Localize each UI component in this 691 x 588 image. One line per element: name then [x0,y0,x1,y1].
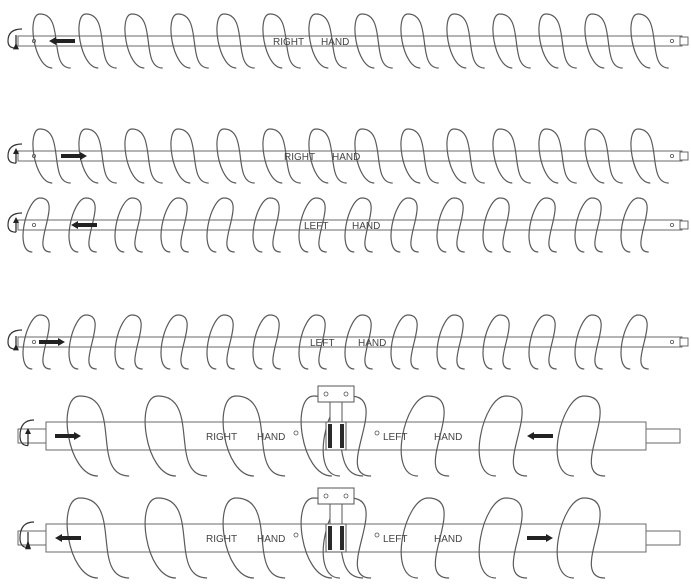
bolt-hole [293,430,299,436]
flow-arrow-right [39,338,65,346]
flight-label: RIGHT [206,432,237,443]
bearing-insert [340,526,344,550]
bolt-hole [323,391,329,397]
bearing-insert [340,424,344,448]
arrow-head [74,432,81,440]
flow-arrow-right [61,152,87,160]
auger-pipe [17,336,683,348]
arrow-head [80,152,87,160]
hanger-arm [329,503,343,527]
drive-shaft-end [17,530,49,546]
bolt-hole [343,391,349,397]
auger-pipe [17,35,683,47]
arrow-shaft [533,434,553,438]
auger-6: RIGHT HAND LEFT HAND [17,487,681,579]
arrow-head [49,37,56,45]
bolt-hole [670,39,675,44]
arrow-shaft [55,434,75,438]
bolt-hole [32,339,37,344]
bolt-hole [670,153,675,158]
hanger-bracket [317,487,355,505]
arrow-head [55,534,62,542]
helix-flighting-left-hand [322,395,606,477]
hand-label: HAND [321,37,349,48]
flow-arrow-right [527,534,553,542]
drive-shaft-end [679,36,689,46]
bolt-hole [374,430,380,436]
bolt-hole [374,532,380,538]
bolt-hole [293,532,299,538]
rotation-up-icon [7,143,23,164]
flight-label: LEFT [310,338,334,349]
drive-shaft-end [679,337,689,347]
flow-arrow-left [55,534,81,542]
helix-flighting-left-hand [322,497,606,579]
arrow-shaft [55,39,75,43]
rotation-up-icon [7,212,23,233]
bolt-hole [670,339,675,344]
flow-arrow-right [55,432,81,440]
hanger-arm [329,401,343,425]
rotation-down-icon [7,329,23,351]
hand-label: HAND [332,152,360,163]
hand-label: HAND [434,534,462,545]
drive-shaft-end [645,428,681,444]
flight-edges [22,197,649,253]
rotation-down-icon [7,28,23,50]
arrow-shaft [39,340,59,344]
hand-label: HAND [352,221,380,232]
flight-label: LEFT [304,221,328,232]
flight-label: LEFT [383,432,407,443]
bolt-hole [323,493,329,499]
auger-2: RIGHT HAND [7,128,689,184]
bolt-hole [343,493,349,499]
arrow-shaft [527,536,547,540]
arrow-head [546,534,553,542]
drive-shaft-end [645,530,681,546]
helix-flighting [22,197,649,253]
drive-shaft-end [17,428,49,444]
flow-arrow-left [527,432,553,440]
flight-label: LEFT [383,534,407,545]
rotation-up-icon [19,419,35,447]
flight-label: RIGHT [273,37,304,48]
flow-arrow-left [71,221,97,229]
bolt-hole [32,222,37,227]
drive-shaft-end [679,220,689,230]
hanger-bearing [317,385,355,451]
flow-arrow-left [49,37,75,45]
auger-5: RIGHT HAND LEFT HAND [17,385,681,477]
arrow-head [58,338,65,346]
arrow-head [527,432,534,440]
hand-label: HAND [257,432,285,443]
flight-label: RIGHT [284,152,315,163]
arrow-shaft [61,536,81,540]
flight-edges [322,395,606,477]
arrow-shaft [77,223,97,227]
bearing-insert [328,526,332,550]
flight-edges [322,497,606,579]
bolt-hole [670,222,675,227]
flight-label: RIGHT [206,534,237,545]
auger-3: LEFT HAND [7,197,689,253]
auger-pipe [17,219,683,231]
auger-4: LEFT HAND [7,314,689,370]
drive-shaft-end [679,151,689,161]
arrow-shaft [61,154,81,158]
hanger-bearing [317,487,355,553]
rotation-down-icon [19,521,35,550]
hand-label: HAND [358,338,386,349]
hand-label: HAND [257,534,285,545]
hanger-bracket [317,385,355,403]
bearing-insert [328,424,332,448]
arrow-head [71,221,78,229]
hand-label: HAND [434,432,462,443]
auger-1: RIGHT HAND [7,13,689,69]
